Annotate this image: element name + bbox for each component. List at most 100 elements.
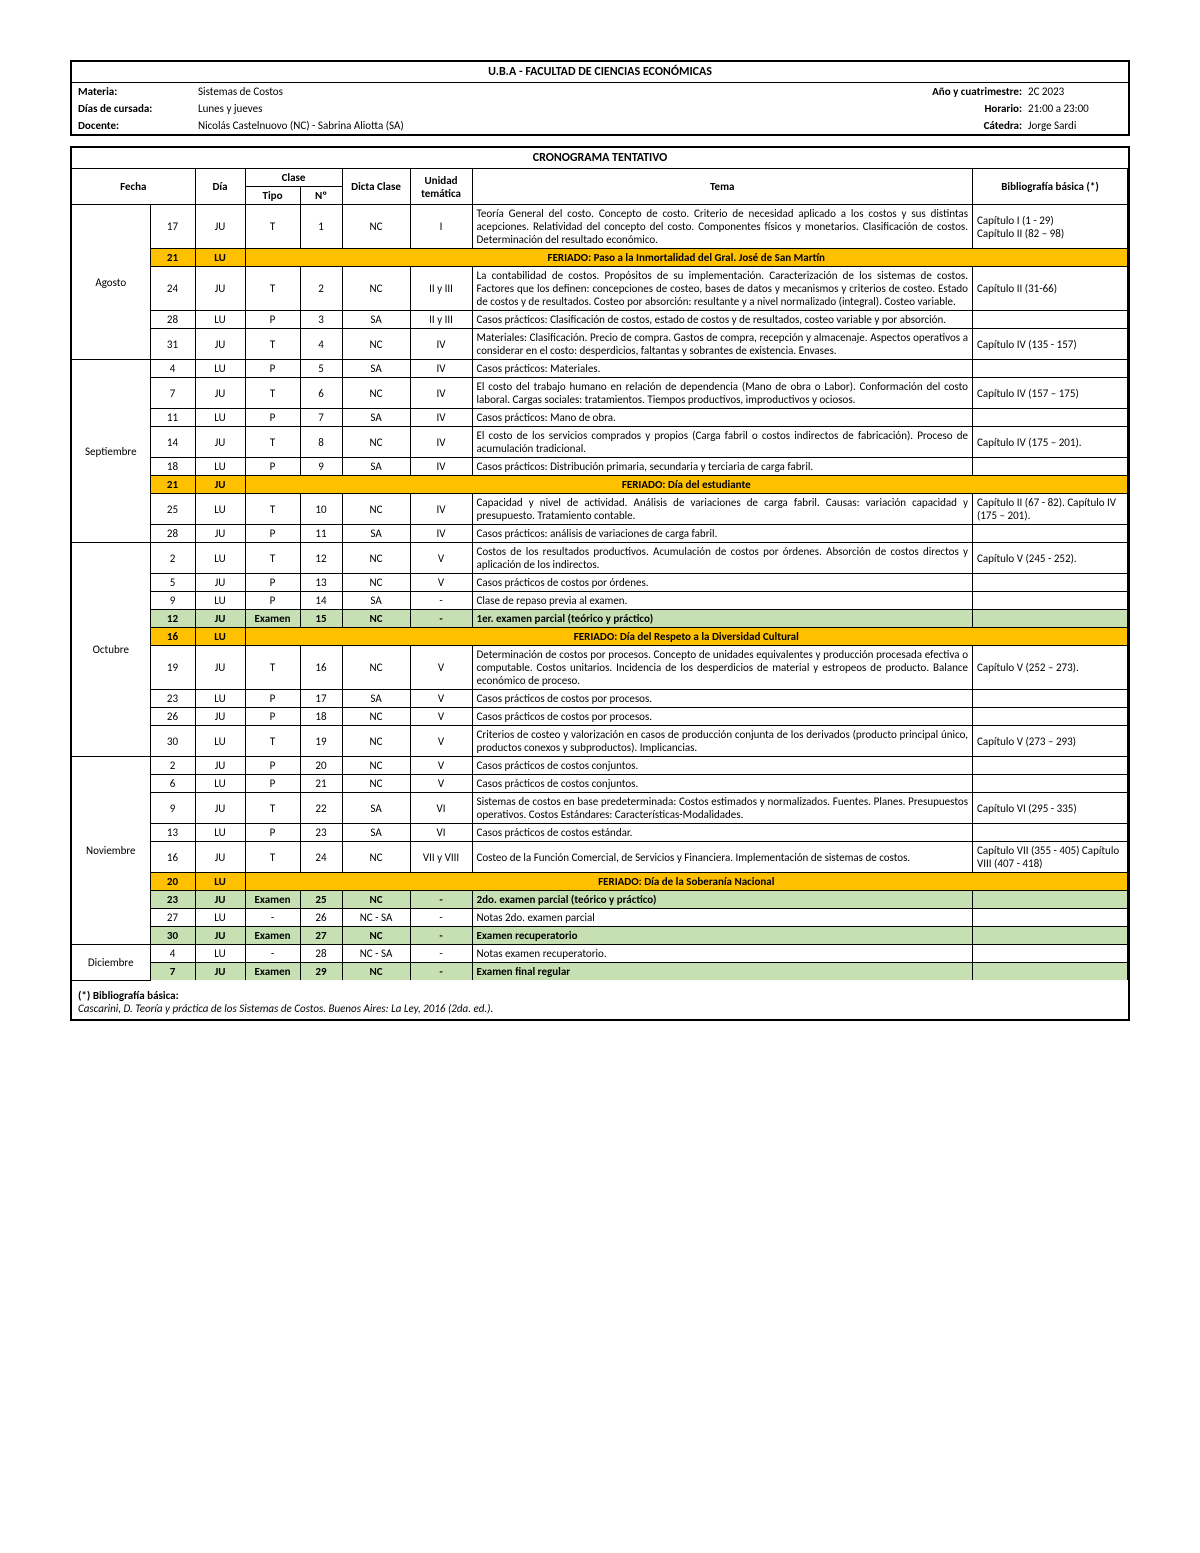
table-head: Fecha Día Clase Dicta Clase Unidad temát… (72, 169, 1128, 205)
unidad-cell: V (410, 775, 472, 793)
dow-cell: JU (195, 963, 245, 981)
dicta-cell: NC (342, 543, 410, 574)
table-row: 14JUT8NCIVEl costo de los servicios comp… (72, 427, 1128, 458)
catedra-label: Cátedra: (984, 119, 1022, 132)
unidad-cell: VI (410, 824, 472, 842)
month-cell: Septiembre (72, 360, 150, 543)
dow-cell: LU (195, 628, 245, 646)
num-cell: 14 (300, 592, 342, 610)
catedra-value: Jorge Sardi (1022, 119, 1122, 132)
col-clase: Clase (245, 169, 342, 187)
tipo-cell: P (245, 574, 300, 592)
biblio-cell: Capítulo V (245 - 252). (973, 543, 1128, 574)
day-cell: 9 (150, 592, 195, 610)
docente-value: Nicolás Castelnuovo (NC) - Sabrina Aliot… (198, 119, 984, 132)
dow-cell: JU (195, 757, 245, 775)
day-cell: 2 (150, 757, 195, 775)
table-row: Septiembre4LUP5SAIVCasos prácticos: Mate… (72, 360, 1128, 378)
num-cell: 2 (300, 267, 342, 311)
dicta-cell: NC (342, 205, 410, 249)
tema-cell: Casos prácticos de costos conjuntos. (472, 775, 972, 793)
tipo-cell: Examen (245, 963, 300, 981)
table-row: 27LU-26NC - SA-Notas 2do. examen parcial (72, 909, 1128, 927)
table-row: 16LUFERIADO: Día del Respeto a la Divers… (72, 628, 1128, 646)
biblio-cell (973, 909, 1128, 927)
unidad-cell: VII y VIII (410, 842, 472, 873)
table-row: 18LUP9SAIVCasos prácticos: Distribución … (72, 458, 1128, 476)
dow-cell: JU (195, 267, 245, 311)
tipo-cell: T (245, 427, 300, 458)
day-cell: 12 (150, 610, 195, 628)
dicta-cell: SA (342, 409, 410, 427)
num-cell: 19 (300, 726, 342, 757)
num-cell: 4 (300, 329, 342, 360)
day-cell: 19 (150, 646, 195, 690)
day-cell: 30 (150, 726, 195, 757)
dow-cell: JU (195, 891, 245, 909)
dicta-cell: NC (342, 891, 410, 909)
biblio-cell (973, 757, 1128, 775)
dow-cell: JU (195, 610, 245, 628)
dicta-cell: NC (342, 775, 410, 793)
day-cell: 31 (150, 329, 195, 360)
biblio-cell (973, 891, 1128, 909)
table-row: Agosto17JUT1NCITeoría General del costo.… (72, 205, 1128, 249)
tema-cell: Determinación de costos por procesos. Co… (472, 646, 972, 690)
col-tema: Tema (472, 169, 972, 205)
unidad-cell: IV (410, 329, 472, 360)
biblio-cell: Capítulo VII (355 - 405) Capítulo VIII (… (973, 842, 1128, 873)
dicta-cell: SA (342, 311, 410, 329)
tipo-cell: P (245, 708, 300, 726)
day-cell: 9 (150, 793, 195, 824)
tema-cell: 1er. examen parcial (teórico y práctico) (472, 610, 972, 628)
dicta-cell: NC (342, 842, 410, 873)
table-row: 19JUT16NCVDeterminación de costos por pr… (72, 646, 1128, 690)
tema-cell: Examen final regular (472, 963, 972, 981)
biblio-cell: Capítulo V (252 – 273). (973, 646, 1128, 690)
biblio-cell: Capítulo II (67 - 82). Capítulo IV (175 … (973, 494, 1128, 525)
day-cell: 13 (150, 824, 195, 842)
num-cell: 7 (300, 409, 342, 427)
day-cell: 30 (150, 927, 195, 945)
day-cell: 25 (150, 494, 195, 525)
tipo-cell: T (245, 726, 300, 757)
dow-cell: JU (195, 842, 245, 873)
tipo-cell: T (245, 205, 300, 249)
materia-value: Sistemas de Costos (198, 85, 932, 98)
table-row: 9JUT22SAVISistemas de costos en base pre… (72, 793, 1128, 824)
num-cell: 6 (300, 378, 342, 409)
table-row: 21JUFERIADO: Día del estudiante (72, 476, 1128, 494)
tipo-cell: Examen (245, 610, 300, 628)
dow-cell: LU (195, 824, 245, 842)
tema-cell: Clase de repaso previa al examen. (472, 592, 972, 610)
table-row: Octubre2LUT12NCVCostos de los resultados… (72, 543, 1128, 574)
dicta-cell: NC - SA (342, 909, 410, 927)
biblio-cell: Capítulo IV (175 – 201). (973, 427, 1128, 458)
tipo-cell: - (245, 909, 300, 927)
biblio-cell (973, 360, 1128, 378)
biblio-cell (973, 610, 1128, 628)
dicta-cell: NC (342, 708, 410, 726)
num-cell: 12 (300, 543, 342, 574)
biblio-cell (973, 927, 1128, 945)
tema-cell: El costo de los servicios comprados y pr… (472, 427, 972, 458)
table-row: 28LUP3SAII y IIICasos prácticos: Clasifi… (72, 311, 1128, 329)
dicta-cell: NC (342, 267, 410, 311)
day-cell: 4 (150, 360, 195, 378)
unidad-cell: V (410, 708, 472, 726)
num-cell: 28 (300, 945, 342, 963)
biblio-cell: Capítulo I (1 - 29) Capítulo II (82 – 98… (973, 205, 1128, 249)
table-row: Noviembre2JUP20NCVCasos prácticos de cos… (72, 757, 1128, 775)
materia-label: Materia: (78, 85, 198, 98)
table-row: 6LUP21NCVCasos prácticos de costos conju… (72, 775, 1128, 793)
num-cell: 17 (300, 690, 342, 708)
day-cell: 18 (150, 458, 195, 476)
dow-cell: LU (195, 458, 245, 476)
day-cell: 20 (150, 873, 195, 891)
unidad-cell: I (410, 205, 472, 249)
tema-cell: Teoría General del costo. Concepto de co… (472, 205, 972, 249)
dow-cell: JU (195, 708, 245, 726)
unidad-cell: V (410, 726, 472, 757)
month-cell: Diciembre (72, 945, 150, 981)
tema-cell: Costeo de la Función Comercial, de Servi… (472, 842, 972, 873)
